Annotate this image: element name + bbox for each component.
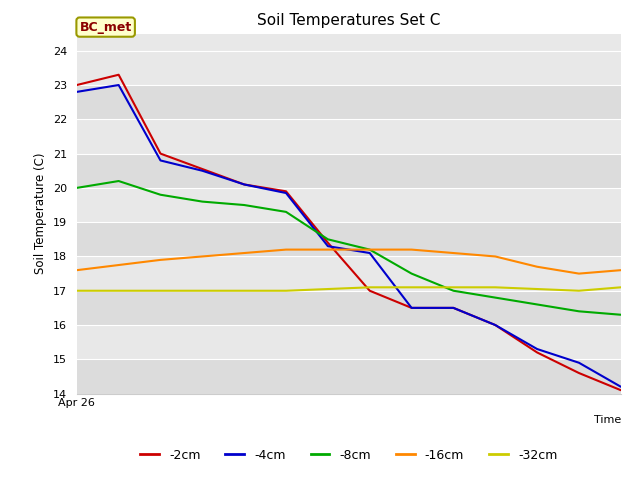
- -8cm: [115, 178, 122, 184]
- -4cm: [617, 384, 625, 390]
- Bar: [77, 325, 621, 360]
- -16cm: [241, 250, 248, 256]
- -16cm: [492, 253, 499, 259]
- -8cm: [449, 288, 457, 294]
- Text: Time: Time: [593, 415, 621, 425]
- -32cm: [73, 288, 81, 294]
- Text: BC_met: BC_met: [79, 21, 132, 34]
- Line: -2cm: -2cm: [77, 75, 621, 390]
- -8cm: [492, 295, 499, 300]
- Bar: [77, 51, 621, 85]
- -16cm: [366, 247, 374, 252]
- -2cm: [366, 288, 374, 294]
- Bar: [77, 120, 621, 154]
- Legend: -2cm, -4cm, -8cm, -16cm, -32cm: -2cm, -4cm, -8cm, -16cm, -32cm: [135, 444, 563, 467]
- -4cm: [408, 305, 415, 311]
- -32cm: [282, 288, 290, 294]
- -2cm: [533, 349, 541, 355]
- -4cm: [157, 157, 164, 163]
- -32cm: [198, 288, 206, 294]
- Line: -4cm: -4cm: [77, 85, 621, 387]
- -8cm: [282, 209, 290, 215]
- Title: Soil Temperatures Set C: Soil Temperatures Set C: [257, 13, 440, 28]
- -4cm: [533, 346, 541, 352]
- -32cm: [366, 285, 374, 290]
- -32cm: [575, 288, 583, 294]
- -8cm: [324, 237, 332, 242]
- -8cm: [575, 309, 583, 314]
- -4cm: [324, 243, 332, 249]
- -4cm: [366, 250, 374, 256]
- Bar: [77, 188, 621, 222]
- -4cm: [73, 89, 81, 95]
- Line: -16cm: -16cm: [77, 250, 621, 274]
- -4cm: [449, 305, 457, 311]
- -2cm: [324, 240, 332, 246]
- -16cm: [449, 250, 457, 256]
- -4cm: [115, 82, 122, 88]
- -2cm: [617, 387, 625, 393]
- Bar: [77, 256, 621, 291]
- -4cm: [282, 190, 290, 196]
- Bar: [77, 154, 621, 188]
- -16cm: [617, 267, 625, 273]
- -2cm: [198, 166, 206, 172]
- Line: -32cm: -32cm: [77, 288, 621, 291]
- -2cm: [575, 370, 583, 376]
- -4cm: [575, 360, 583, 366]
- -8cm: [617, 312, 625, 318]
- -8cm: [73, 185, 81, 191]
- Bar: [77, 360, 621, 394]
- -32cm: [492, 285, 499, 290]
- -2cm: [73, 82, 81, 88]
- Bar: [77, 291, 621, 325]
- -32cm: [157, 288, 164, 294]
- -2cm: [241, 181, 248, 187]
- -16cm: [408, 247, 415, 252]
- Bar: [77, 85, 621, 120]
- -8cm: [408, 271, 415, 276]
- Y-axis label: Soil Temperature (C): Soil Temperature (C): [35, 153, 47, 275]
- -32cm: [449, 285, 457, 290]
- -16cm: [157, 257, 164, 263]
- -16cm: [533, 264, 541, 270]
- -2cm: [157, 151, 164, 156]
- -16cm: [282, 247, 290, 252]
- -2cm: [449, 305, 457, 311]
- -4cm: [492, 322, 499, 328]
- -16cm: [115, 262, 122, 268]
- -8cm: [241, 202, 248, 208]
- -32cm: [408, 285, 415, 290]
- -16cm: [324, 247, 332, 252]
- -8cm: [366, 247, 374, 252]
- -32cm: [533, 286, 541, 292]
- -4cm: [198, 168, 206, 174]
- -8cm: [157, 192, 164, 198]
- -32cm: [324, 286, 332, 292]
- -16cm: [73, 267, 81, 273]
- -32cm: [241, 288, 248, 294]
- -8cm: [533, 301, 541, 307]
- -4cm: [241, 181, 248, 187]
- -32cm: [617, 285, 625, 290]
- -2cm: [282, 189, 290, 194]
- -2cm: [492, 322, 499, 328]
- -32cm: [115, 288, 122, 294]
- -16cm: [575, 271, 583, 276]
- Bar: [77, 222, 621, 256]
- Line: -8cm: -8cm: [77, 181, 621, 315]
- -2cm: [408, 305, 415, 311]
- -16cm: [198, 253, 206, 259]
- -8cm: [198, 199, 206, 204]
- -2cm: [115, 72, 122, 78]
